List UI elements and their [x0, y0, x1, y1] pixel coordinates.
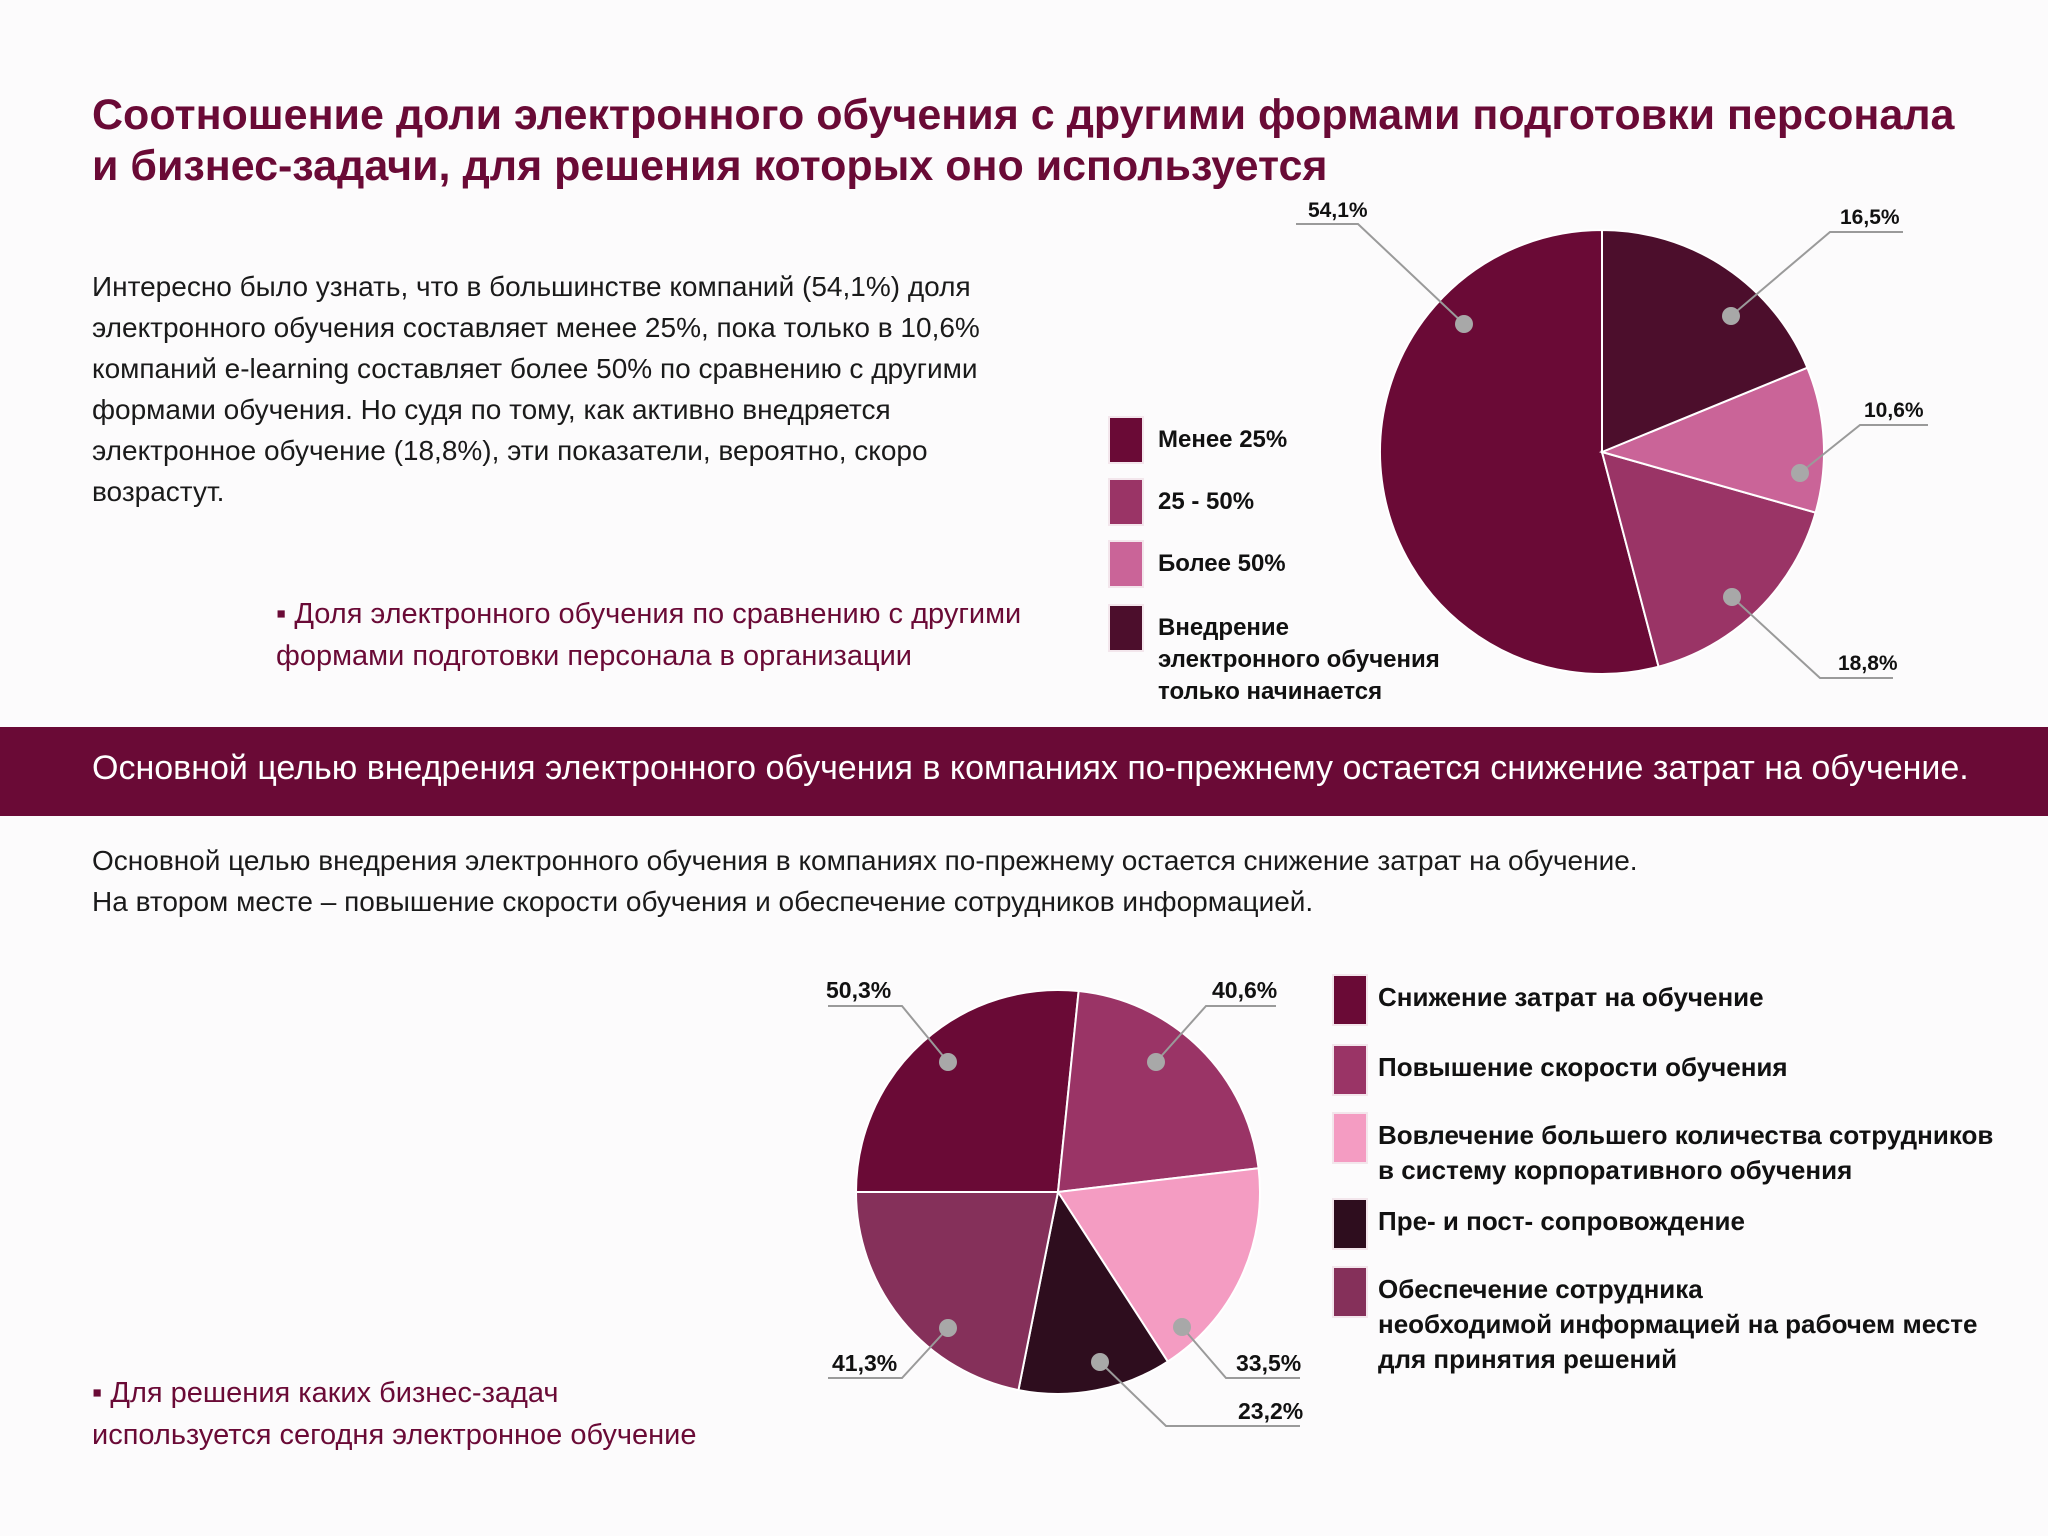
highlight-band: Основной целью внедрения электронного об… — [0, 727, 2048, 816]
leader-line — [828, 1005, 949, 1063]
leader-dot — [1147, 1053, 1165, 1071]
pie-slice — [1600, 450, 1817, 668]
leader-line — [1799, 424, 1928, 474]
leader-line — [1730, 231, 1903, 317]
legend-swatch — [1332, 974, 1368, 1026]
intro-line: возрастут. — [92, 476, 225, 507]
leader-dot — [1091, 1353, 1109, 1371]
data-label: 23,2% — [1238, 1398, 1303, 1424]
pie-slice — [1056, 989, 1260, 1194]
legend-label: Менее 25% — [1158, 426, 1288, 453]
legend-swatch — [1332, 1044, 1368, 1096]
legend-swatch — [1108, 478, 1144, 526]
pie-slice — [1017, 1189, 1170, 1395]
pie-slice — [1056, 1167, 1261, 1363]
section2-line: На втором месте – повышение скорости обу… — [92, 886, 1314, 917]
legend-label: Вовлечение большего количества сотрудник… — [1378, 1120, 1994, 1185]
data-label: 10,6% — [1864, 399, 1924, 422]
pie-slice — [1598, 366, 1826, 514]
chart2-caption: ▪ Для решения каких бизнес-задач использ… — [92, 1372, 697, 1456]
pie-slice — [1379, 228, 1660, 675]
legend-swatch — [1332, 1198, 1368, 1250]
legend-label: Снижение затрат на обучение — [1378, 982, 1764, 1012]
leader-dot — [939, 1319, 957, 1337]
legend-swatch — [1332, 1112, 1368, 1164]
section2-line: Основной целью внедрения электронного об… — [92, 845, 1638, 876]
band-text: Основной целью внедрения электронного об… — [92, 749, 1969, 787]
leader-dot — [1722, 307, 1740, 325]
legend-label: Повышение скорости обучения — [1378, 1052, 1788, 1082]
leader-dot — [939, 1053, 957, 1071]
legend-swatch — [1108, 604, 1144, 652]
data-label: 50,3% — [826, 977, 891, 1003]
legend-swatch — [1332, 1266, 1368, 1318]
intro-line: Интересно было узнать, что в большинстве… — [92, 271, 971, 302]
leader-dot — [1455, 315, 1473, 333]
pie-slice — [854, 989, 1080, 1193]
caption-line: ▪ Доля электронного обучения по сравнени… — [276, 598, 1022, 630]
data-label: 40,6% — [1212, 977, 1277, 1003]
title-line: Соотношение доли электронного обучения с… — [92, 91, 1955, 139]
legend-label: 25 - 50% — [1158, 488, 1255, 515]
leader-line — [1296, 223, 1465, 325]
legend-swatch — [1108, 540, 1144, 588]
pie-slice — [854, 1191, 1060, 1392]
leader-dot — [1723, 588, 1741, 606]
intro-line: электронного обучения составляет менее 2… — [92, 312, 980, 343]
legend-swatch — [1108, 416, 1144, 464]
page-title: Соотношение доли электронного обучения с… — [92, 90, 1955, 192]
caption-line: формами подготовки персонала в организац… — [276, 640, 912, 672]
data-label: 18,8% — [1838, 652, 1898, 675]
data-label: 16,5% — [1840, 206, 1900, 229]
chart1-caption: ▪ Доля электронного обучения по сравнени… — [276, 593, 1021, 677]
section2-text: Основной целью внедрения электронного об… — [92, 840, 1992, 922]
data-label: 33,5% — [1236, 1350, 1301, 1376]
leader-line — [1099, 1361, 1300, 1427]
data-label: 41,3% — [832, 1350, 897, 1376]
intro-line: компаний e-learning составляет более 50%… — [92, 353, 978, 384]
caption-line: ▪ Для решения каких бизнес-задач — [92, 1377, 559, 1409]
leader-line — [1155, 1005, 1276, 1063]
caption-line: используется сегодня электронное обучени… — [92, 1419, 697, 1451]
leader-line — [1181, 1326, 1300, 1379]
leader-line — [1731, 596, 1893, 679]
pie-slice — [1601, 228, 1809, 454]
leader-dot — [1173, 1318, 1191, 1336]
leader-line — [828, 1327, 949, 1379]
legend-label: Внедрение электронного обучения только нач… — [1158, 614, 1440, 705]
intro-line: электронное обучение (18,8%), эти показа… — [92, 435, 928, 466]
leader-dot — [1791, 464, 1809, 482]
intro-text: Интересно было узнать, что в большинстве… — [92, 266, 1092, 512]
data-label: 54,1% — [1308, 199, 1368, 222]
legend-label: Обеспечение сотрудника необходимой информ… — [1378, 1274, 1978, 1374]
title-line: и бизнес-задачи, для решения которых оно… — [92, 142, 1328, 190]
legend-label: Более 50% — [1158, 550, 1286, 577]
intro-line: формами обучения. Но судя по тому, как а… — [92, 394, 891, 425]
legend-label: Пре- и пост- сопровождение — [1378, 1206, 1745, 1236]
